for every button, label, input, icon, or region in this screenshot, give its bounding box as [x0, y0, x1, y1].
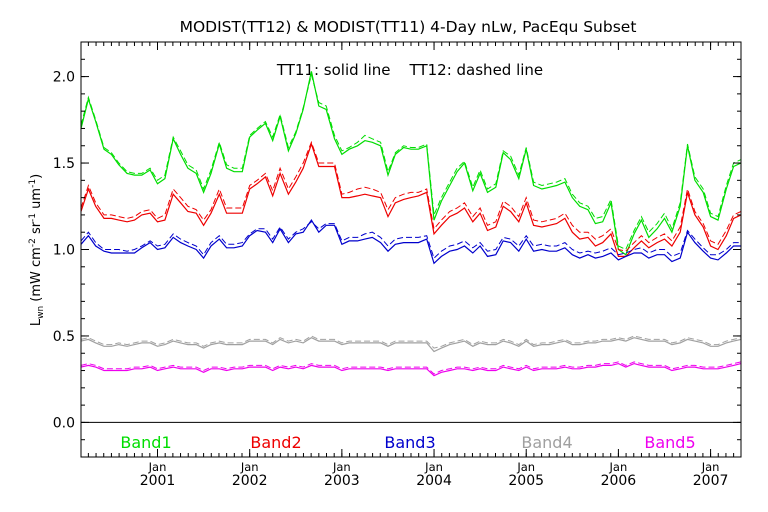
band2-tt12-line [80, 140, 742, 252]
chart-title: MODIST(TT12) & MODIST(TT11) 4-Day nLw, P… [180, 18, 637, 36]
legend-band1: Band1 [120, 433, 171, 452]
plot-area [80, 71, 742, 377]
x-tick-month-label: Jan [332, 460, 351, 474]
x-tick-year-label: 2006 [601, 473, 637, 489]
legend-band4: Band4 [521, 433, 572, 452]
y-tick-label: 1.0 [53, 243, 75, 259]
y-tick-label: 0.0 [53, 415, 75, 431]
y-tick-label: 1.5 [53, 156, 75, 172]
band3-tt12-line [80, 221, 741, 260]
legend-band5: Band5 [644, 433, 695, 452]
legend: Band1 Band2 Band3 Band4 Band5 [120, 433, 695, 452]
band1-tt12-line [80, 72, 742, 251]
y-tick-label: 2.0 [53, 70, 75, 86]
x-tick-month-label: Jan [609, 460, 628, 474]
legend-band3: Band3 [384, 433, 435, 452]
x-tick-year-label: 2004 [416, 473, 452, 489]
y-axis-label: Lwn (mW cm-2 sr-1 um-1) [28, 174, 46, 326]
x-tick-month-label: Jan [148, 460, 167, 474]
x-tick-year-label: 2005 [508, 473, 544, 489]
x-tick-month-label: Jan [516, 460, 535, 474]
x-tick-year-label: 2001 [140, 473, 176, 489]
band1-tt11-line [80, 71, 742, 256]
x-tick-month-label: Jan [240, 460, 259, 474]
x-tick-month-label: Jan [424, 460, 443, 474]
x-tick-year-label: 2007 [693, 473, 729, 489]
legend-band2: Band2 [250, 433, 301, 452]
line-style-annotation: TT11: solid line TT12: dashed line [276, 61, 543, 79]
x-tick-year-label: 2003 [324, 473, 360, 489]
axes: 0.00.51.01.52.0Jan2001Jan2002Jan2003Jan2… [53, 41, 742, 489]
band4-tt11-line [80, 337, 742, 353]
x-tick-month-label: Jan [701, 460, 720, 474]
y-tick-label: 0.5 [53, 329, 75, 345]
band3-tt11-line [80, 218, 741, 265]
band5-tt12-line [80, 361, 742, 375]
band4-tt12-line [80, 335, 742, 349]
x-tick-year-label: 2002 [232, 473, 268, 489]
band5-tt11-line [80, 362, 742, 377]
